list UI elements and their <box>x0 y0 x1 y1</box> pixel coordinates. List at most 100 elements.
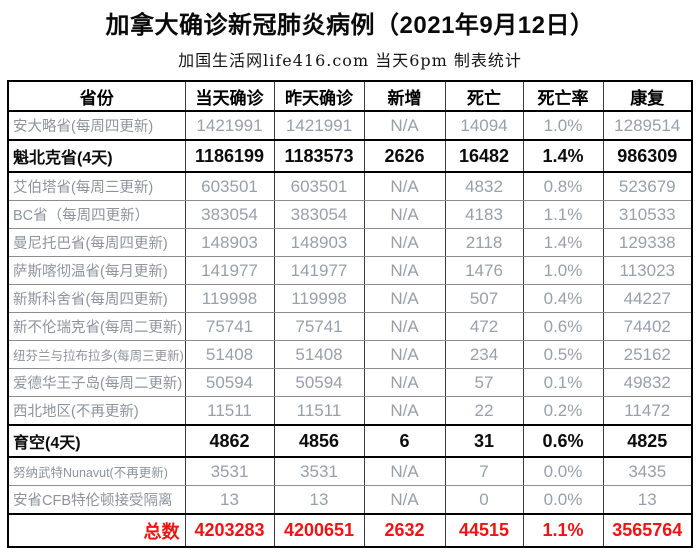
deaths-cell: 472 <box>444 312 524 341</box>
yesterday-confirmed-cell: 51408 <box>273 340 365 369</box>
province-row: 曼尼托巴省(每周四更新) 148903 148903 N/A 2118 1.4% 12933… <box>7 228 693 257</box>
death-rate-cell: 0.8% <box>522 171 604 201</box>
province-cell: 新不伦瑞克省(每周二更新) <box>7 312 186 341</box>
new-cases-cell: N/A <box>363 171 446 201</box>
new-cases-cell: N/A <box>363 110 446 141</box>
recovered-cell: 113023 <box>602 256 693 285</box>
new-cases-cell: N/A <box>363 485 446 515</box>
recovered-cell: 986309 <box>602 139 693 173</box>
today-confirmed-cell: 4203283 <box>184 513 275 548</box>
today-confirmed-cell: 141977 <box>184 256 275 285</box>
col-header-new-cases: 新增 <box>363 80 446 112</box>
deaths-cell: 234 <box>444 340 524 369</box>
new-cases-cell: N/A <box>363 228 446 257</box>
province-cell: 纽芬兰与拉布拉多(每周三更新) <box>7 340 186 369</box>
page-subtitle: 加国生活网life416.com 当天6pm 制表统计 <box>178 51 522 70</box>
new-cases-cell: N/A <box>363 456 446 486</box>
death-rate-cell: 1.0% <box>522 110 604 141</box>
new-cases-cell: N/A <box>363 312 446 341</box>
col-header-death-rate: 死亡率 <box>522 80 604 112</box>
today-confirmed-cell: 11511 <box>184 396 275 426</box>
today-confirmed-cell: 119998 <box>184 284 275 313</box>
today-confirmed-cell: 603501 <box>184 171 275 201</box>
new-cases-cell: N/A <box>363 340 446 369</box>
deaths-cell: 31 <box>444 424 524 458</box>
recovered-cell: 49832 <box>602 368 693 397</box>
yesterday-confirmed-cell: 50594 <box>273 368 365 397</box>
province-row: 努纳武特Nunavut(不再更新) 3531 3531 N/A 7 0.0% 3435 <box>7 456 693 486</box>
today-confirmed-cell: 1186199 <box>184 139 275 173</box>
province-cell: 西北地区(不再更新) <box>7 396 186 426</box>
recovered-cell: 25162 <box>602 340 693 369</box>
col-header-deaths: 死亡 <box>444 80 524 112</box>
yesterday-confirmed-cell: 11511 <box>273 396 365 426</box>
death-rate-cell: 0.0% <box>522 485 604 515</box>
province-row: 萨斯喀彻温省(每月更新) 141977 141977 N/A 1476 1.0% 11302… <box>7 256 693 285</box>
province-cell: 魁北克省(4天) <box>7 139 186 173</box>
today-confirmed-cell: 51408 <box>184 340 275 369</box>
col-header-province: 省份 <box>7 80 186 112</box>
yesterday-confirmed-cell: 148903 <box>273 228 365 257</box>
yesterday-confirmed-cell: 1421991 <box>273 110 365 141</box>
recovered-cell: 4825 <box>602 424 693 458</box>
deaths-cell: 57 <box>444 368 524 397</box>
recovered-cell: 44227 <box>602 284 693 313</box>
col-header-today-confirmed: 当天确诊 <box>184 80 275 112</box>
yesterday-confirmed-cell: 4856 <box>273 424 365 458</box>
province-row: BC省（每周四更新） 383054 383054 N/A 4183 1.1% 310533 <box>7 200 693 229</box>
province-row: 魁北克省(4天) 1186199 1183573 2626 16482 1.4% 98630… <box>7 139 693 173</box>
yesterday-confirmed-cell: 13 <box>273 485 365 515</box>
province-cell: 努纳武特Nunavut(不再更新) <box>7 456 186 486</box>
death-rate-cell: 1.0% <box>522 256 604 285</box>
deaths-cell: 1476 <box>444 256 524 285</box>
death-rate-cell: 0.4% <box>522 284 604 313</box>
province-row: 西北地区(不再更新) 11511 11511 N/A 22 0.2% 11472 <box>7 396 693 426</box>
province-row: 纽芬兰与拉布拉多(每周三更新) 51408 51408 N/A 234 0.5% 25162 <box>7 340 693 369</box>
new-cases-cell: 2626 <box>363 139 446 173</box>
province-cell: 艾伯塔省(每周三更新) <box>7 171 186 201</box>
today-confirmed-cell: 148903 <box>184 228 275 257</box>
yesterday-confirmed-cell: 75741 <box>273 312 365 341</box>
recovered-cell: 74402 <box>602 312 693 341</box>
new-cases-cell: 2632 <box>363 513 446 548</box>
new-cases-cell: N/A <box>363 256 446 285</box>
deaths-cell: 4183 <box>444 200 524 229</box>
province-cell: 萨斯喀彻温省(每月更新) <box>7 256 186 285</box>
header-row: 省份 当天确诊 昨天确诊 新增 死亡 死亡率 康复 <box>7 80 693 112</box>
province-row: 新斯科舍省(每周四更新) 119998 119998 N/A 507 0.4% 44227 <box>7 284 693 313</box>
recovered-cell: 310533 <box>602 200 693 229</box>
province-row: 新不伦瑞克省(每周二更新) 75741 75741 N/A 472 0.6% 74402 <box>7 312 693 341</box>
table-header: 省份 当天确诊 昨天确诊 新增 死亡 死亡率 康复 <box>7 80 693 112</box>
province-row: 安省CFB特伦顿接受隔离 13 13 N/A 0 0.0% 13 <box>7 485 693 515</box>
today-confirmed-cell: 383054 <box>184 200 275 229</box>
table-body: 安大略省(每周四更新) 1421991 1421991 N/A 14094 1.0% 128… <box>7 110 693 548</box>
total-row: 总数 4203283 4200651 2632 44515 1.1% 3565764 <box>7 513 693 548</box>
today-confirmed-cell: 75741 <box>184 312 275 341</box>
recovered-cell: 129338 <box>602 228 693 257</box>
yesterday-confirmed-cell: 4200651 <box>273 513 365 548</box>
province-cell: 安大略省(每周四更新) <box>7 110 186 141</box>
recovered-cell: 13 <box>602 485 693 515</box>
death-rate-cell: 1.4% <box>522 139 604 173</box>
deaths-cell: 4832 <box>444 171 524 201</box>
recovered-cell: 523679 <box>602 171 693 201</box>
death-rate-cell: 1.4% <box>522 228 604 257</box>
new-cases-cell: N/A <box>363 284 446 313</box>
death-rate-cell: 1.1% <box>522 200 604 229</box>
today-confirmed-cell: 4862 <box>184 424 275 458</box>
new-cases-cell: N/A <box>363 368 446 397</box>
deaths-cell: 2118 <box>444 228 524 257</box>
new-cases-cell: 6 <box>363 424 446 458</box>
deaths-cell: 507 <box>444 284 524 313</box>
province-cell: 爱德华王子岛(每周二更新) <box>7 368 186 397</box>
new-cases-cell: N/A <box>363 200 446 229</box>
yesterday-confirmed-cell: 603501 <box>273 171 365 201</box>
page-title: 加拿大确诊新冠肺炎病例（2021年9月12日） <box>105 12 595 39</box>
death-rate-cell: 0.6% <box>522 424 604 458</box>
recovered-cell: 11472 <box>602 396 693 426</box>
province-row: 爱德华王子岛(每周二更新) 50594 50594 N/A 57 0.1% 49832 <box>7 368 693 397</box>
recovered-cell: 3565764 <box>602 513 693 548</box>
death-rate-cell: 0.5% <box>522 340 604 369</box>
deaths-cell: 22 <box>444 396 524 426</box>
yesterday-confirmed-cell: 141977 <box>273 256 365 285</box>
